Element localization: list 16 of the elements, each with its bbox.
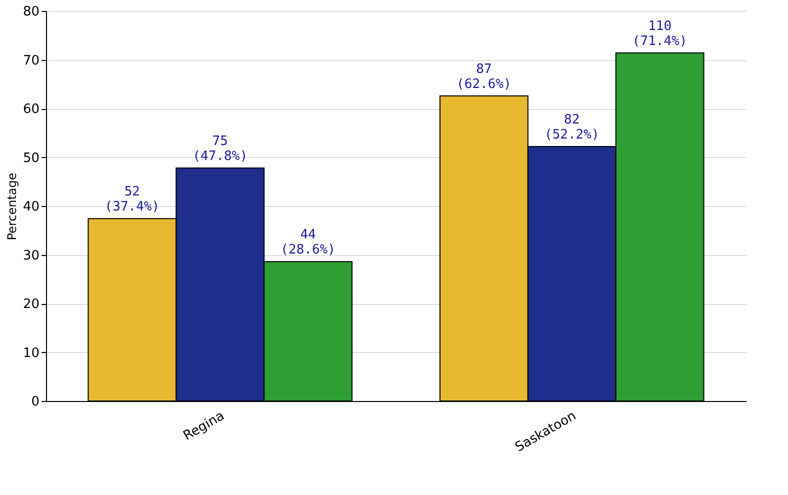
data-label: 44 (28.6%)	[280, 228, 336, 258]
y-tick-label: 50	[22, 150, 40, 166]
y-tick-label: 40	[22, 200, 40, 214]
data-label: 110 (71.4%)	[632, 18, 688, 49]
y-axis-title: Percentage	[4, 172, 19, 240]
data-label: 75 (47.8%)	[192, 134, 248, 164]
y-tick-label: 0	[31, 394, 40, 410]
y-tick-label: 30	[22, 248, 40, 264]
y-tick-label: 60	[22, 102, 40, 117]
y-tick-label: 70	[22, 53, 40, 68]
data-label: 52 (37.4%)	[104, 184, 160, 215]
data-label: 82 (52.2%)	[544, 112, 600, 143]
data-label: 87 (62.6%)	[456, 62, 512, 92]
y-tick-label: 10	[22, 346, 40, 361]
y-tick-label: 20	[22, 297, 40, 312]
y-tick-label: 80	[22, 4, 40, 20]
